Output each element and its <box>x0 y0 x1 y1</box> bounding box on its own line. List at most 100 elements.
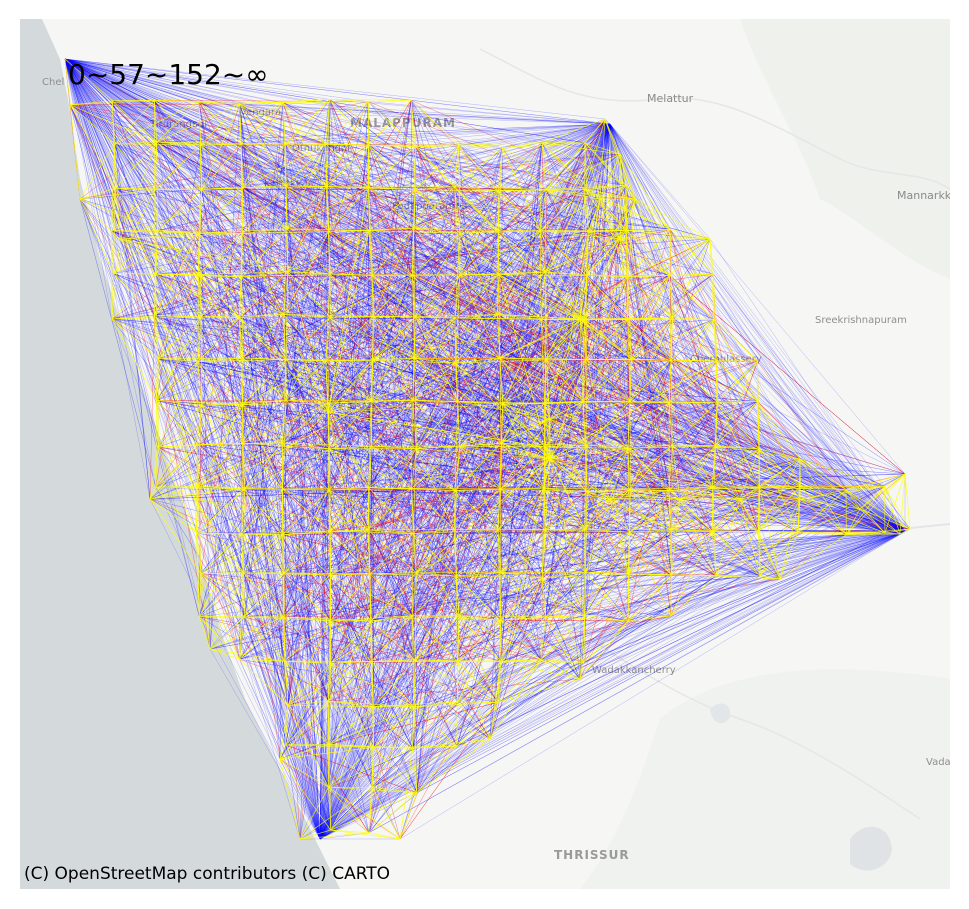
edge-high <box>668 402 673 446</box>
edge-low <box>157 99 330 359</box>
edge-low <box>544 271 906 532</box>
edge-low <box>411 100 611 125</box>
edge-low <box>413 123 611 707</box>
edge-high <box>412 490 456 534</box>
edge-low <box>626 230 906 532</box>
edge-high <box>200 573 240 660</box>
edge-high <box>283 231 330 315</box>
edge-low <box>285 185 906 532</box>
edge-low <box>64 58 286 745</box>
edge-high <box>416 745 458 794</box>
edge-high <box>287 271 329 413</box>
edge-low <box>609 123 681 500</box>
edge-low <box>371 446 546 662</box>
edge-high <box>539 142 543 231</box>
edge-high <box>119 238 242 278</box>
edge-high <box>845 489 861 510</box>
edge-high <box>541 142 547 190</box>
edge-high <box>197 411 329 487</box>
edge-high <box>368 99 412 102</box>
edge-high <box>285 360 327 401</box>
edge-low <box>583 528 911 663</box>
edge-high <box>670 531 713 617</box>
edge-high <box>584 573 629 616</box>
edge-low <box>64 58 151 500</box>
edge-high <box>415 316 455 319</box>
edge-high <box>712 486 741 500</box>
edge-high <box>414 274 461 317</box>
edge-mid <box>498 274 631 490</box>
edge-low <box>369 530 906 574</box>
edge-high <box>758 498 801 532</box>
edge-high <box>715 401 758 446</box>
edge-low <box>319 615 672 840</box>
edge-high <box>157 358 202 406</box>
edge-low <box>599 198 717 577</box>
edge-high <box>155 486 196 500</box>
edge-high <box>584 184 627 190</box>
edge-high <box>239 103 326 145</box>
edge-high <box>500 661 584 663</box>
edge-high <box>155 273 240 318</box>
edge-high <box>457 400 502 444</box>
edge-low <box>64 58 413 749</box>
edge-high <box>497 230 541 315</box>
edge-high <box>459 232 546 273</box>
edge-high <box>579 662 585 680</box>
edge-high <box>497 678 581 703</box>
edge-low <box>779 530 906 580</box>
edge-high <box>712 486 801 500</box>
edge-low <box>319 229 671 840</box>
edge-low <box>416 530 906 793</box>
edge-low <box>154 189 455 319</box>
edge-high <box>454 274 461 319</box>
edge-low <box>625 185 760 488</box>
edge-low <box>242 233 741 500</box>
edge-high <box>599 198 671 230</box>
edge-low <box>282 123 611 536</box>
edge-high <box>411 575 457 616</box>
edge-high <box>416 572 457 577</box>
edge-low <box>111 230 906 475</box>
place-label-melattur: Melattur <box>647 92 694 105</box>
edge-mid <box>586 238 621 360</box>
edge-high <box>540 577 543 660</box>
edge-high <box>198 187 243 234</box>
edge-low <box>64 58 369 188</box>
edge-high <box>329 230 370 318</box>
edge-low <box>64 58 199 275</box>
edge-low <box>64 58 200 102</box>
edge-high <box>584 189 588 276</box>
edge-high <box>459 274 581 320</box>
edge-high <box>287 705 329 788</box>
edge-mid <box>287 198 601 229</box>
edge-low <box>319 702 498 840</box>
edge-low <box>458 123 611 146</box>
edge-high <box>328 231 373 276</box>
edge-high <box>499 357 504 404</box>
edge-high <box>370 661 415 708</box>
edge-low <box>64 58 491 740</box>
edge-high <box>797 489 847 532</box>
edge-high <box>284 661 286 745</box>
edge-high <box>629 490 670 533</box>
map-frame[interactable]: ChelTirurangadiVengaraMALAPPURAMOthukung… <box>20 19 950 889</box>
edge-high <box>454 186 461 275</box>
edge-high <box>579 318 629 449</box>
edge-high <box>283 314 287 401</box>
edge-high <box>114 143 116 189</box>
edge-high <box>325 101 369 187</box>
edge-high <box>201 189 243 234</box>
edge-high <box>194 498 289 706</box>
edge-low <box>112 100 545 489</box>
edge-low <box>319 531 799 840</box>
edge-high <box>539 198 601 232</box>
edge-high <box>330 316 415 359</box>
edge-low <box>242 357 629 574</box>
edge-high <box>599 198 627 231</box>
edge-low <box>244 488 906 532</box>
edge-high <box>458 572 502 617</box>
edge-mid <box>242 404 331 621</box>
edge-high <box>282 359 287 444</box>
